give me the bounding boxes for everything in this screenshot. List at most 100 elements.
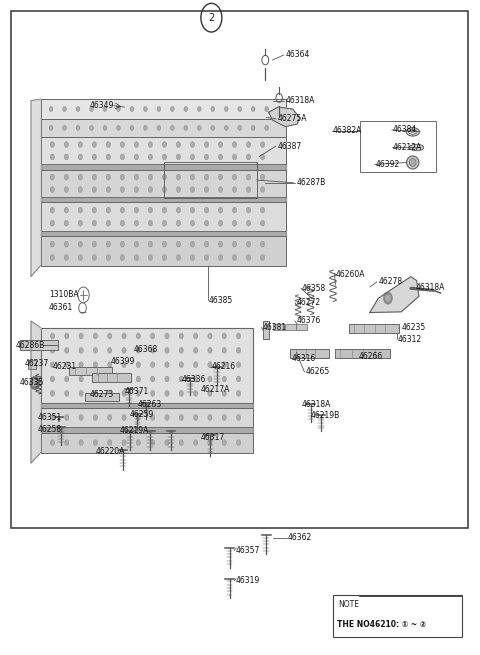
- Circle shape: [176, 207, 180, 213]
- Circle shape: [184, 125, 188, 130]
- Circle shape: [90, 106, 94, 111]
- Circle shape: [162, 187, 167, 193]
- Circle shape: [78, 174, 83, 180]
- Circle shape: [176, 255, 180, 261]
- Bar: [40, 119, 286, 137]
- Text: 46286B: 46286B: [16, 341, 45, 350]
- Circle shape: [148, 241, 153, 247]
- Circle shape: [50, 347, 55, 353]
- Circle shape: [151, 390, 155, 396]
- Circle shape: [106, 141, 110, 147]
- Bar: [11, 11, 468, 529]
- Bar: [40, 427, 253, 432]
- Text: NOTE: NOTE: [338, 600, 359, 609]
- Circle shape: [78, 255, 83, 261]
- Bar: [290, 349, 329, 358]
- Ellipse shape: [409, 144, 424, 151]
- Circle shape: [246, 187, 251, 193]
- Circle shape: [92, 220, 96, 226]
- Ellipse shape: [409, 159, 416, 166]
- Circle shape: [30, 377, 39, 390]
- Circle shape: [176, 141, 180, 147]
- Circle shape: [122, 362, 126, 367]
- Text: 46278: 46278: [378, 277, 403, 286]
- Circle shape: [246, 255, 251, 261]
- Circle shape: [261, 154, 265, 160]
- Circle shape: [134, 174, 139, 180]
- Circle shape: [165, 362, 169, 367]
- Circle shape: [76, 106, 80, 111]
- Bar: [274, 324, 284, 330]
- Circle shape: [108, 347, 112, 353]
- Circle shape: [106, 154, 110, 160]
- Circle shape: [50, 255, 54, 261]
- Text: 46265: 46265: [306, 367, 330, 377]
- Circle shape: [191, 174, 194, 180]
- Circle shape: [49, 125, 53, 130]
- Circle shape: [385, 295, 390, 301]
- Circle shape: [179, 390, 183, 396]
- Circle shape: [134, 241, 139, 247]
- Text: 46220A: 46220A: [96, 447, 125, 456]
- Circle shape: [237, 362, 240, 367]
- Circle shape: [78, 241, 83, 247]
- Circle shape: [76, 125, 80, 130]
- Circle shape: [261, 187, 265, 193]
- Circle shape: [151, 415, 155, 421]
- Bar: [28, 360, 36, 369]
- Circle shape: [193, 362, 198, 367]
- Circle shape: [64, 187, 69, 193]
- Circle shape: [134, 187, 139, 193]
- Text: 46387: 46387: [277, 141, 301, 151]
- Text: 46336: 46336: [182, 375, 206, 384]
- Circle shape: [93, 390, 97, 396]
- Bar: [85, 394, 119, 401]
- Circle shape: [246, 241, 251, 247]
- Text: 46258: 46258: [37, 424, 61, 434]
- Circle shape: [204, 207, 209, 213]
- Circle shape: [237, 415, 240, 421]
- Text: 46335: 46335: [20, 379, 44, 388]
- Circle shape: [261, 207, 265, 213]
- Circle shape: [176, 174, 180, 180]
- Circle shape: [50, 376, 55, 382]
- Text: 46219B: 46219B: [311, 411, 340, 420]
- Circle shape: [197, 106, 201, 111]
- Circle shape: [176, 187, 180, 193]
- Text: 46312: 46312: [397, 335, 421, 344]
- Circle shape: [49, 106, 53, 111]
- Circle shape: [122, 333, 126, 339]
- Text: 46216: 46216: [211, 362, 236, 371]
- Circle shape: [252, 106, 255, 111]
- Circle shape: [148, 141, 153, 147]
- Circle shape: [179, 362, 183, 367]
- Circle shape: [93, 376, 97, 382]
- Text: 46237: 46237: [24, 359, 48, 368]
- Circle shape: [179, 440, 183, 445]
- Circle shape: [208, 415, 212, 421]
- Circle shape: [78, 187, 83, 193]
- Text: 46361: 46361: [49, 303, 73, 312]
- Circle shape: [50, 207, 54, 213]
- Circle shape: [120, 141, 124, 147]
- Circle shape: [108, 376, 112, 382]
- Text: 46275A: 46275A: [277, 114, 307, 123]
- Circle shape: [232, 220, 237, 226]
- Circle shape: [261, 174, 265, 180]
- Circle shape: [136, 333, 141, 339]
- Circle shape: [162, 220, 167, 226]
- Polygon shape: [370, 276, 419, 312]
- Circle shape: [64, 241, 69, 247]
- Circle shape: [246, 174, 251, 180]
- Circle shape: [78, 154, 83, 160]
- Circle shape: [218, 207, 223, 213]
- Circle shape: [136, 415, 141, 421]
- Circle shape: [122, 347, 126, 353]
- Circle shape: [148, 187, 153, 193]
- Text: 46385: 46385: [209, 295, 233, 305]
- Circle shape: [93, 347, 97, 353]
- Text: 46318A: 46318A: [285, 96, 315, 105]
- Bar: [40, 197, 286, 202]
- Circle shape: [50, 154, 54, 160]
- Circle shape: [237, 333, 240, 339]
